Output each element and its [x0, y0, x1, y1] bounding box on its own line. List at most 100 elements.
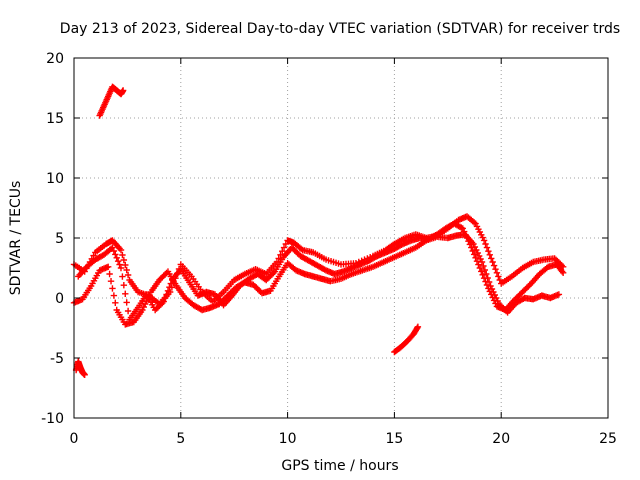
data-point: [526, 281, 533, 289]
data-point: [481, 266, 489, 274]
data-point: [474, 249, 481, 257]
data-point: [555, 291, 563, 298]
x-tick-label: 10: [279, 431, 297, 447]
data-point: [413, 324, 421, 332]
data-point: [483, 244, 491, 251]
data-point: [109, 244, 116, 251]
data-point: [462, 231, 469, 238]
data-point: [123, 299, 130, 306]
data-point: [473, 258, 481, 265]
data-point: [488, 255, 495, 262]
data-point: [486, 288, 494, 295]
data-point: [477, 255, 484, 263]
data-point: [280, 244, 288, 251]
data-point: [122, 261, 129, 269]
x-axis-label: GPS time / hours: [281, 458, 398, 474]
data-point: [297, 245, 305, 252]
data-point: [465, 238, 472, 245]
data-point: [123, 266, 130, 274]
data-point: [496, 276, 503, 284]
data-point: [139, 306, 146, 314]
x-tick-label: 0: [70, 431, 79, 447]
x-tick-label: 25: [599, 431, 617, 447]
data-point: [161, 294, 169, 302]
data-point: [466, 241, 474, 248]
data-point: [493, 269, 501, 276]
data-point: [114, 258, 122, 265]
data-point: [490, 262, 498, 269]
data-point: [112, 299, 119, 306]
data-point: [490, 297, 498, 304]
data-point: [479, 271, 486, 278]
series-track-b: [70, 231, 563, 328]
data-point: [279, 248, 286, 255]
data-point: [458, 224, 465, 231]
data-point: [110, 292, 118, 299]
data-point: [492, 300, 499, 307]
data-point: [480, 275, 488, 282]
data-point: [124, 307, 132, 315]
data-point: [489, 258, 496, 266]
data-point: [558, 268, 566, 275]
data-point: [482, 278, 489, 285]
series-track-c: [75, 220, 567, 323]
data-point: [110, 247, 118, 255]
series-track-a: [70, 213, 567, 308]
data-point: [117, 264, 125, 272]
data-point: [120, 256, 128, 264]
x-tick-label: 20: [492, 431, 510, 447]
y-tick-label: 15: [46, 111, 64, 127]
data-point: [159, 299, 166, 307]
data-point: [469, 247, 476, 255]
data-point: [372, 253, 380, 260]
data-point: [81, 371, 88, 378]
data-point: [485, 248, 492, 255]
data-point: [119, 273, 126, 280]
series-short-track-1: [96, 83, 127, 119]
data-point: [488, 291, 495, 298]
data-point: [470, 219, 478, 226]
data-point: [463, 234, 471, 242]
data-point: [124, 271, 132, 279]
y-axis-label: SDTVAR / TECUs: [8, 181, 24, 296]
data-point: [270, 269, 277, 277]
data-point: [117, 246, 125, 254]
data-point: [140, 303, 147, 311]
data-point: [473, 246, 480, 254]
series-short-track-3: [391, 323, 422, 356]
x-tick-label: 15: [385, 431, 403, 447]
data-point: [275, 255, 282, 262]
data-point: [112, 251, 119, 258]
data-point: [486, 251, 494, 258]
y-tick-label: -10: [41, 411, 64, 427]
y-tick-label: 5: [55, 231, 64, 247]
data-point: [122, 290, 129, 297]
data-point: [482, 240, 489, 248]
data-point: [119, 87, 127, 94]
data-point: [166, 284, 173, 291]
data-point: [495, 273, 502, 280]
data-point: [480, 262, 487, 270]
x-tick-label: 5: [176, 431, 185, 447]
y-tick-label: 20: [46, 51, 64, 67]
data-point: [489, 294, 496, 301]
series-short-track-2: [72, 358, 88, 378]
data-point: [480, 237, 488, 244]
data-point: [321, 266, 328, 273]
data-point: [104, 263, 112, 270]
data-point: [120, 282, 128, 289]
data-point: [163, 269, 170, 277]
data-point: [106, 270, 113, 278]
y-tick-label: 10: [46, 171, 64, 187]
data-point: [398, 241, 405, 248]
data-point: [559, 269, 567, 276]
data-point: [107, 278, 115, 285]
data-point: [167, 280, 175, 287]
data-point: [478, 258, 486, 266]
data-point: [485, 285, 492, 292]
data-point: [113, 254, 120, 261]
data-point: [492, 266, 499, 273]
data-point: [459, 225, 466, 232]
y-tick-label: 0: [55, 291, 64, 307]
